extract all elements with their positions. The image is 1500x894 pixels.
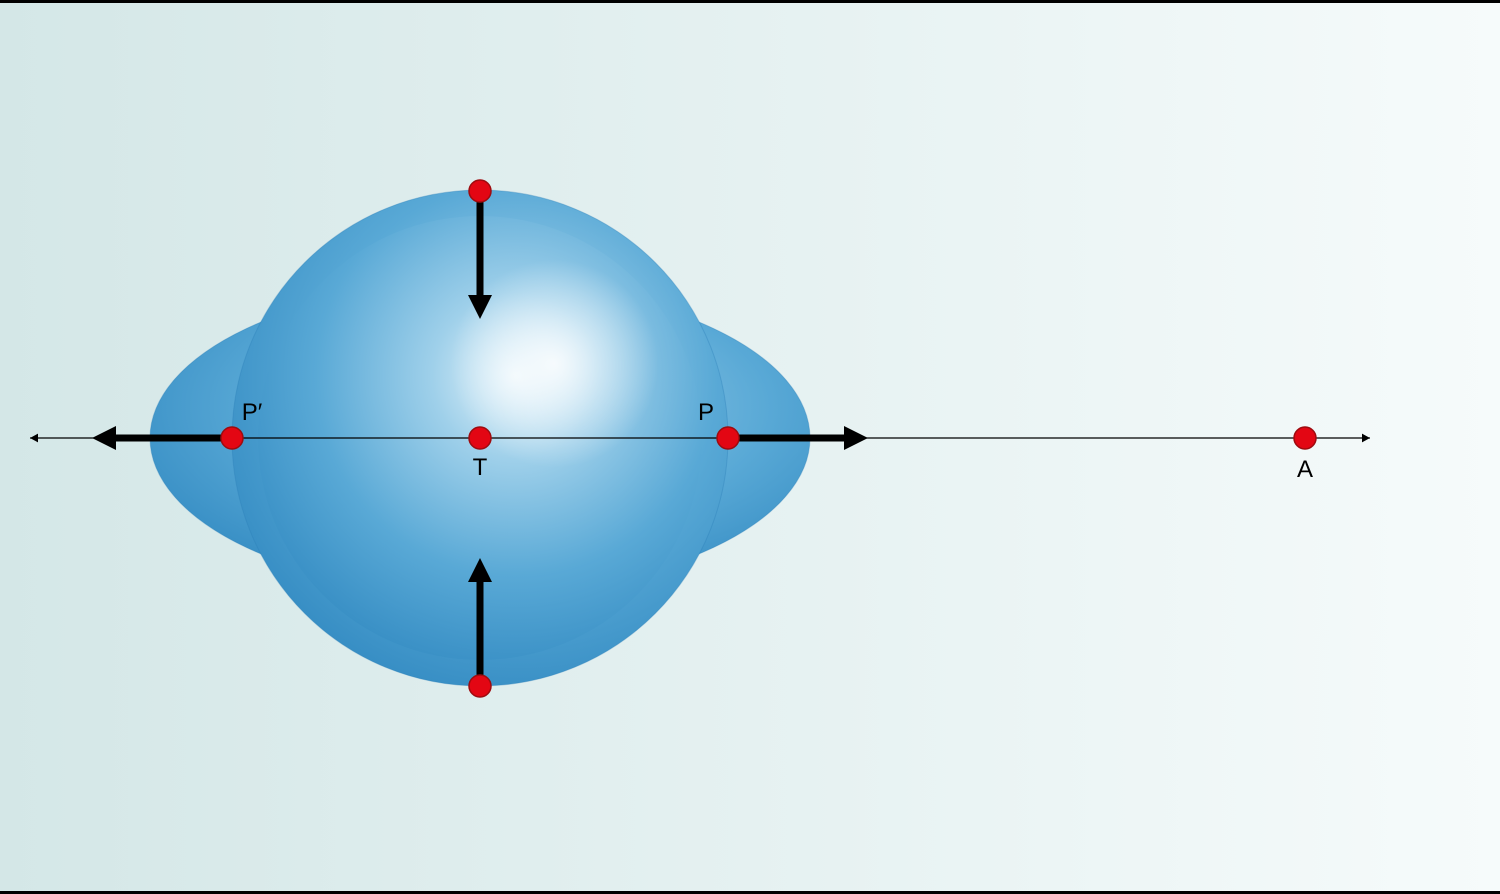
axis-arrowhead — [30, 434, 38, 443]
force-arrow-head — [92, 426, 116, 450]
label-p: P — [698, 399, 714, 427]
point-top — [469, 180, 491, 202]
force-arrow-head — [844, 426, 868, 450]
label-t: T — [473, 454, 488, 482]
point-t — [469, 427, 491, 449]
point-p — [717, 427, 739, 449]
label-pp: P′ — [242, 399, 263, 427]
point-pp — [221, 427, 243, 449]
point-a — [1294, 427, 1316, 449]
diagram-stage: T P P′ A — [0, 0, 1500, 894]
axis-arrowhead — [1362, 434, 1370, 443]
label-a: A — [1297, 456, 1313, 484]
diagram-svg — [0, 3, 1500, 894]
point-bot — [469, 675, 491, 697]
